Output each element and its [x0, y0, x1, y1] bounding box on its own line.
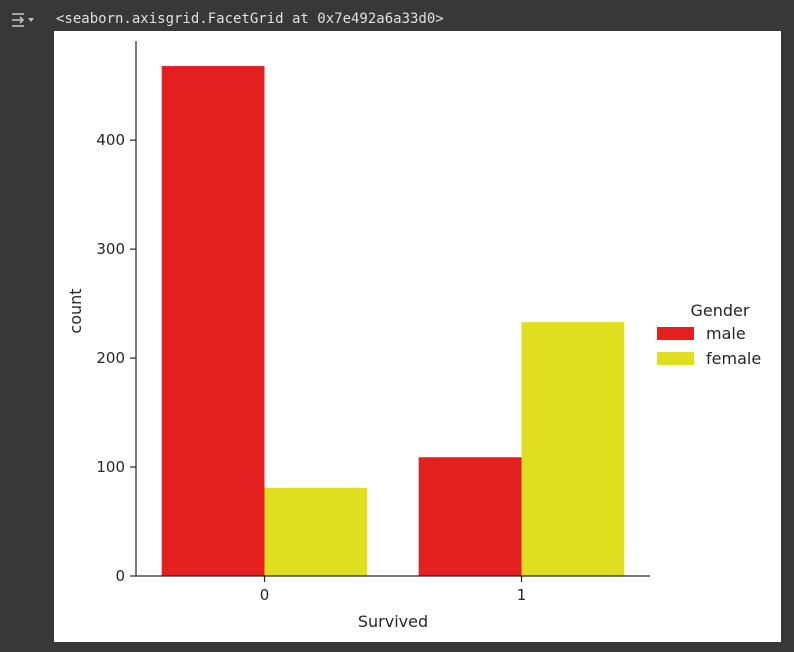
y-tick-label: 300 [96, 240, 125, 258]
legend-label-male: male [706, 324, 746, 343]
x-axis-title: Survived [358, 612, 428, 631]
legend-swatch-male [657, 327, 694, 340]
y-tick-label: 0 [115, 567, 125, 585]
x-tick-label: 1 [517, 586, 527, 604]
bar-male-1 [418, 457, 522, 576]
y-axis-title: count [66, 288, 85, 333]
facetgrid-figure: 0 100 200 300 400 0 1 Survived count Gender male f… [54, 31, 781, 642]
y-tick-label: 400 [96, 131, 125, 149]
y-tick-label: 200 [96, 349, 125, 367]
x-tick-label: 0 [260, 586, 270, 604]
output-collapse-icon [12, 13, 34, 27]
bar-female-1 [521, 322, 625, 576]
y-tick-label: 100 [96, 458, 125, 476]
output-toggle-button[interactable] [8, 9, 38, 31]
legend-title: Gender [691, 301, 750, 320]
count-bar-chart: 0 100 200 300 400 0 1 Survived count Gender male f… [66, 41, 761, 631]
legend-label-female: female [706, 349, 761, 368]
cell-output-text: <seaborn.axisgrid.FacetGrid at 0x7e492a6… [56, 11, 444, 27]
legend-swatch-female [657, 352, 694, 365]
bar-male-0 [161, 66, 265, 576]
bar-female-0 [264, 487, 368, 576]
